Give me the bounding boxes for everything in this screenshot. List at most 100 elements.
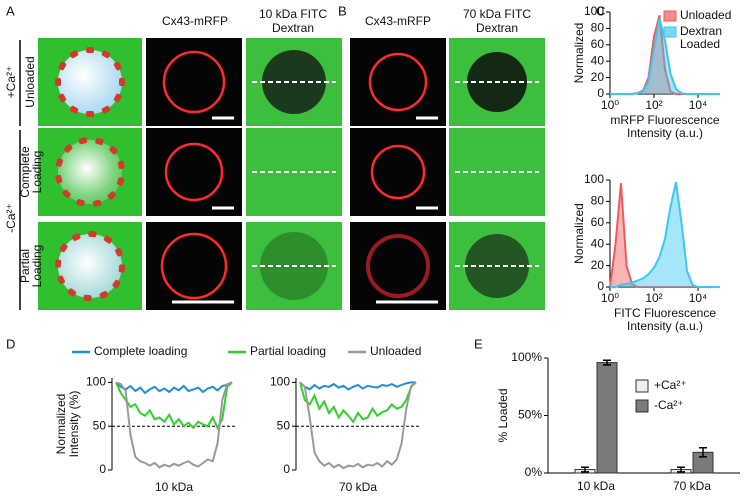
channel (115, 247, 123, 257)
condition-label: Complete (18, 146, 32, 198)
column-header: 10 kDa FITC (259, 7, 327, 21)
y-tick-label: 40 (591, 236, 605, 250)
y-axis-label: Normalized (572, 203, 586, 264)
vesicle (58, 50, 122, 114)
y-tick-label: 0 (99, 462, 106, 476)
channel (62, 189, 71, 198)
x-axis-label: FITC Fluorescence (614, 306, 716, 320)
y-axis-label: Normalized (54, 394, 68, 455)
column-header: Cx43-mRFP (162, 14, 228, 28)
mrfp-ring (164, 142, 224, 202)
condition-label: Partial (18, 249, 32, 283)
legend-swatch (663, 10, 677, 22)
column-header: 70 kDa FITC (463, 7, 531, 21)
channel (58, 93, 67, 103)
channel (55, 158, 63, 167)
y-tick-label: 0 (283, 462, 290, 476)
y-tick-label: 50 (93, 418, 107, 432)
channel (113, 93, 122, 103)
channel (107, 191, 116, 200)
legend-label: Unloaded (680, 8, 731, 22)
y-tick-label: 50% (518, 408, 542, 422)
channel (76, 199, 85, 207)
channel (69, 50, 79, 59)
y-axis-label: % Loaded (496, 388, 510, 442)
channel (92, 199, 102, 207)
legend-label: +Ca²⁺ (654, 378, 687, 392)
x-tick-label: 10⁰ (601, 98, 619, 112)
error-bar (699, 446, 707, 458)
channel (78, 137, 88, 145)
legend-swatch (663, 26, 677, 38)
y-tick-label: 100 (584, 4, 604, 18)
legend-swatch (635, 379, 649, 393)
x-tick-label: 10² (645, 291, 662, 305)
channel (88, 230, 97, 238)
channel (86, 111, 94, 117)
y-tick-label: 100% (511, 350, 542, 364)
y-tick-label: 50 (277, 418, 291, 432)
channel (57, 275, 65, 285)
profile-trace (115, 381, 233, 395)
mrfp-ring (366, 234, 430, 298)
legend-label: Partial loading (250, 344, 326, 358)
y-tick-label: 80 (591, 21, 605, 35)
x-tick-label: 10⁴ (689, 291, 708, 305)
bar (596, 362, 618, 474)
mrfp-ring (162, 50, 226, 114)
x-tick-label: 10² (645, 98, 662, 112)
condition-label: Loading (30, 245, 44, 288)
column-header: Cx43-mRFP (365, 14, 431, 28)
condition-label: Loading (30, 151, 44, 194)
channel (58, 61, 67, 71)
mrfp-ring (160, 232, 228, 300)
mrfp-ring (368, 52, 428, 112)
x-tick-label: 10⁰ (601, 291, 619, 305)
mrfp-image (146, 128, 242, 216)
channel (54, 259, 62, 268)
channel (59, 243, 68, 253)
group-label: -Ca²⁺ (4, 203, 18, 233)
histogram-trace (610, 181, 720, 288)
y-tick-label: 0 (597, 86, 604, 100)
profile-trace (299, 381, 417, 470)
vesicle (58, 140, 122, 204)
y-tick-label: 60 (591, 215, 605, 229)
legend-label: Dextran Loaded (680, 24, 722, 51)
x-tick-label: 10⁴ (689, 98, 708, 112)
channel (99, 291, 109, 299)
y-tick-label: 100 (86, 375, 106, 389)
condition-label: Unloaded (23, 56, 37, 107)
y-tick-label: 20 (591, 258, 605, 272)
error-bar (581, 466, 589, 473)
panel-label: B (338, 3, 347, 18)
channel (101, 50, 111, 59)
x-tick-label: 10 kDa (577, 479, 615, 493)
channel (69, 105, 79, 114)
y-axis-label: Intensity (%) (67, 391, 81, 458)
channel (118, 264, 126, 273)
legend-label: Complete loading (94, 344, 187, 358)
y-tick-label: 60 (591, 37, 605, 51)
channel (71, 233, 81, 241)
panel-label: E (474, 336, 483, 351)
x-axis-label: mRFP Fluorescence (610, 113, 719, 127)
profile-trace (115, 381, 233, 469)
group-label: +Ca²⁺ (4, 66, 18, 99)
channel (109, 146, 118, 155)
profile-trace (299, 381, 416, 391)
vesicle (58, 234, 122, 298)
channel (119, 78, 125, 86)
histogram-trace (610, 18, 720, 95)
profile-trace (299, 381, 417, 424)
channel (55, 174, 63, 184)
channel (112, 279, 121, 289)
x-axis-label: 70 kDa (339, 480, 377, 494)
y-tick-label: 0% (525, 465, 543, 479)
mrfp-ring (370, 144, 426, 200)
panel-label: C (596, 3, 605, 18)
legend-label: -Ca²⁺ (654, 398, 684, 412)
panel-label: A (6, 3, 15, 18)
y-tick-label: 40 (591, 53, 605, 67)
